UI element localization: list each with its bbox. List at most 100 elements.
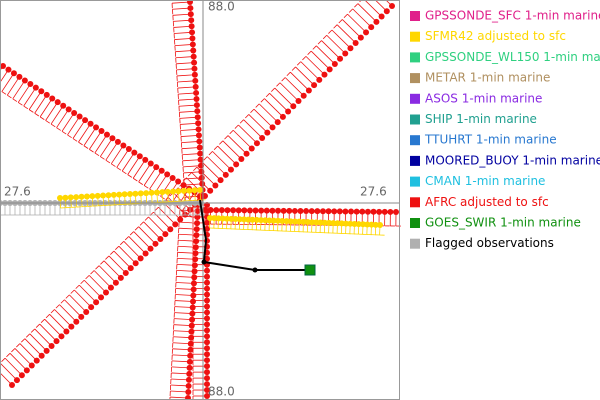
observation-dot — [338, 220, 345, 227]
observation-dot — [82, 117, 89, 124]
wind-barb — [121, 152, 135, 172]
observation-dot — [196, 138, 203, 145]
wind-barb — [124, 236, 130, 241]
wind-barb — [60, 299, 65, 304]
legend-swatch — [410, 135, 420, 146]
legend-label: GPSSONDE_SFC 1-min marine — [425, 9, 600, 23]
observation-dot — [215, 215, 222, 222]
wind-barb — [95, 265, 100, 270]
wind-barb — [17, 83, 31, 103]
wind-barb — [24, 338, 42, 357]
observation-dot — [331, 61, 338, 68]
wind-barb — [50, 309, 55, 314]
observation-dot — [309, 219, 315, 226]
legend: GPSSONDE_SFC 1-min marine SFMR42 adjusted… — [410, 9, 600, 250]
observation-dot — [275, 217, 281, 224]
observation-dot — [204, 309, 210, 316]
observation-dot — [103, 289, 109, 296]
wind-barb — [103, 260, 122, 279]
observation-dot — [192, 77, 199, 84]
observation-dot — [343, 220, 349, 227]
wind-barb — [175, 282, 194, 284]
observation-dot — [245, 216, 252, 223]
wind-barb — [265, 93, 270, 98]
observation-dot — [300, 218, 307, 225]
observation-dot — [232, 216, 239, 223]
wind-barb — [69, 294, 87, 313]
wind-barb — [203, 156, 208, 161]
observation-dot — [204, 279, 210, 286]
observation-dot — [185, 388, 192, 395]
observation-dot — [190, 53, 197, 60]
observation-dot — [197, 187, 203, 193]
wind-barb — [316, 45, 336, 65]
observation-dot — [10, 70, 17, 77]
wind-barb — [179, 182, 184, 187]
wind-barb — [35, 323, 40, 328]
wind-barb — [270, 87, 276, 92]
observation-dot — [376, 208, 383, 215]
wind-barb — [286, 71, 291, 77]
wind-barb — [232, 129, 253, 149]
observation-dot — [204, 321, 210, 328]
legend-swatch — [410, 155, 420, 166]
observation-dot — [192, 256, 199, 263]
wind-barb — [300, 61, 320, 81]
wind-barb — [12, 98, 18, 102]
wind-barb — [245, 114, 250, 119]
observation-dot — [355, 221, 362, 228]
observation-dot — [147, 160, 154, 167]
observation-dot — [13, 377, 20, 384]
observation-dot — [297, 208, 304, 214]
wind-barb — [176, 270, 195, 272]
observation-dot — [194, 108, 201, 115]
wind-barb — [0, 69, 9, 84]
observation-dot — [227, 166, 234, 173]
wind-barb — [269, 93, 289, 112]
wind-barb — [176, 263, 195, 266]
legend-label: SFMR42 adjusted to sfc — [425, 29, 566, 43]
observation-dot — [93, 124, 100, 131]
wind-barb — [44, 318, 62, 337]
observation-dot — [204, 351, 210, 358]
observation-dot — [114, 138, 121, 145]
observation-dot — [204, 273, 210, 280]
observation-dot — [197, 156, 204, 163]
observation-dot — [9, 382, 15, 388]
wind-barb — [99, 138, 113, 157]
observation-dot — [368, 221, 375, 228]
wind-barb — [170, 384, 189, 387]
observation-dot — [98, 294, 105, 301]
wind-barb — [222, 140, 242, 160]
wind-barb — [250, 108, 255, 113]
observation-dot — [321, 219, 328, 226]
observation-dot — [275, 207, 282, 214]
observation-dot — [73, 318, 80, 325]
observation-dot — [204, 381, 210, 388]
wind-barb — [343, 13, 348, 18]
observation-dot — [186, 187, 193, 194]
wind-barb — [260, 98, 265, 103]
wind-barb — [174, 312, 193, 314]
observation-dot — [364, 221, 371, 228]
wind-barb — [173, 336, 192, 339]
observation-dot — [199, 180, 206, 187]
wind-barb — [49, 314, 67, 332]
observation-dot — [348, 208, 355, 215]
wind-barb — [116, 148, 130, 168]
wind-barb — [138, 181, 144, 185]
observation-dot — [258, 207, 265, 214]
observation-dot — [304, 219, 311, 226]
observation-dot — [191, 71, 198, 78]
wind-barb — [98, 265, 117, 284]
wind-barb — [94, 152, 100, 157]
observation-dot — [204, 369, 210, 376]
observation-dot — [204, 357, 210, 364]
observation-dot — [132, 190, 139, 197]
wind-barb — [93, 270, 112, 288]
wind-barb — [100, 260, 105, 265]
wind-barb — [34, 112, 40, 117]
wind-barb — [331, 29, 351, 49]
wind-barb — [105, 141, 119, 161]
wind-barb — [11, 348, 16, 353]
